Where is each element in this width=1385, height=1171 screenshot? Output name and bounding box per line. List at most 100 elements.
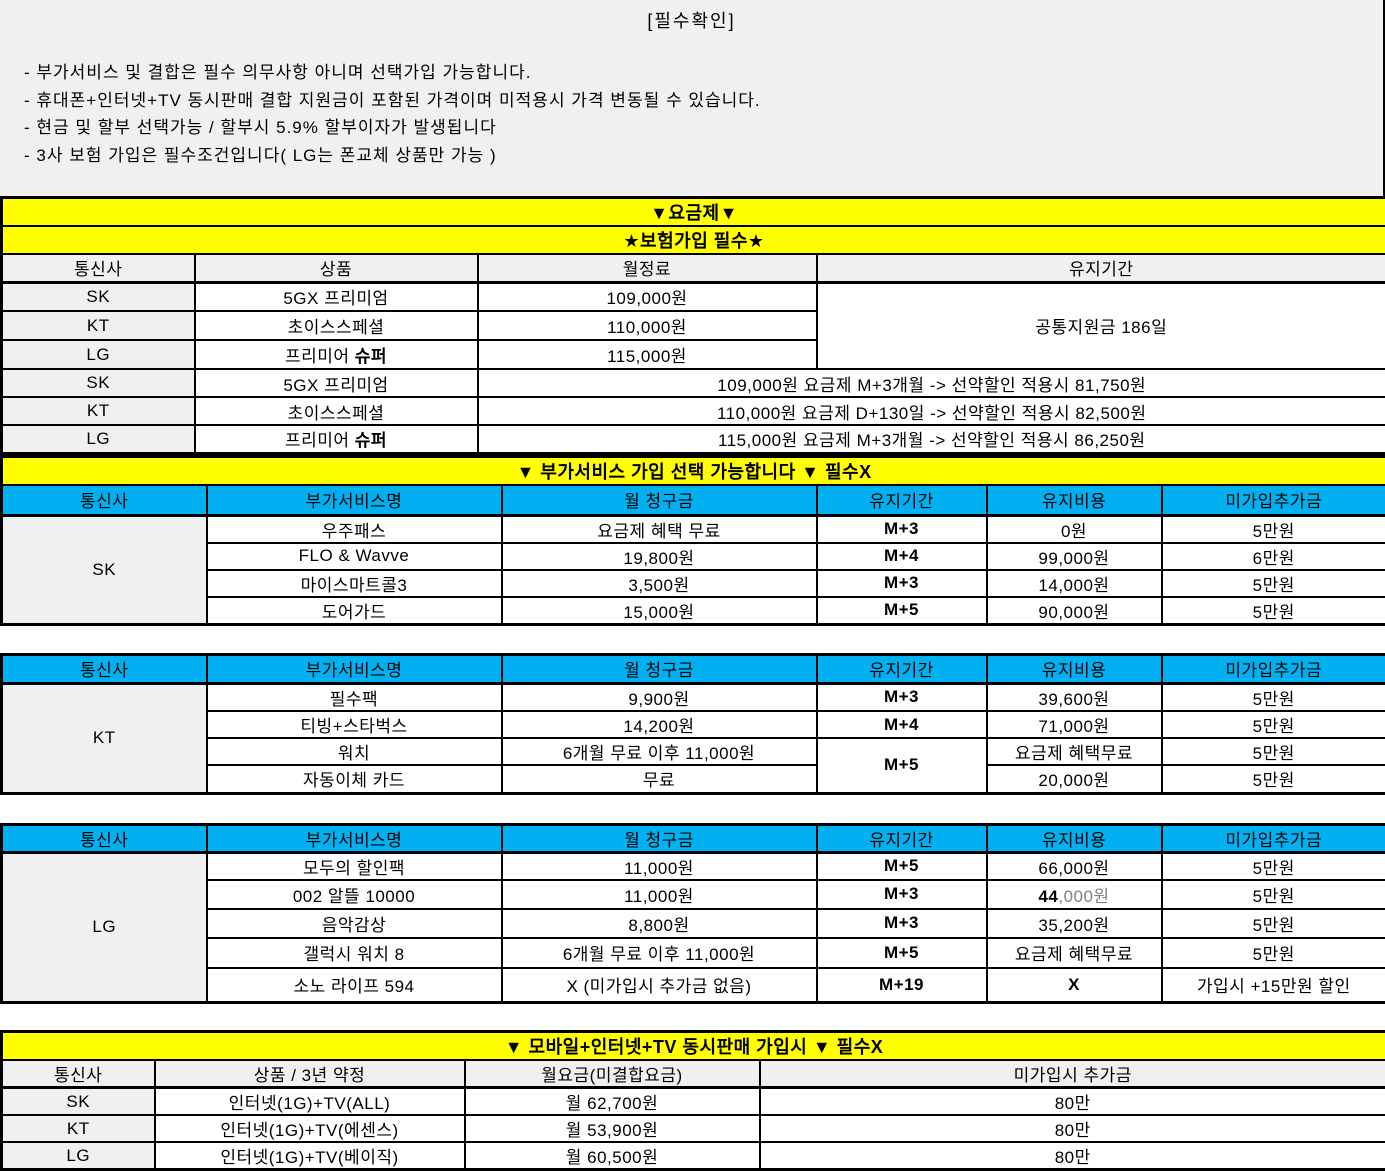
band-insurance: ★보험가입 필수★ [2, 226, 1385, 254]
product-cell: 5GX 프리미엄 [195, 282, 478, 311]
charge-cell: 11,000원 [502, 852, 817, 880]
product-name-bold: 슈퍼 [355, 431, 387, 450]
cost-cell: 20,000원 [987, 765, 1162, 793]
band-insurance-label: ★보험가입 필수★ [2, 226, 1385, 254]
cost-cell: 0원 [987, 515, 1162, 543]
col-header-carrier: 통신사 [2, 254, 195, 282]
col-header-bundle-product: 상품 / 3년 약정 [155, 1060, 465, 1088]
notice-line: - 3사 보험 가입은 필수조건입니다( LG는 폰교체 상품만 가능 ) [24, 142, 1383, 170]
carrier-cell: SK [2, 369, 195, 397]
discount-detail-cell: 109,000원 요금제 M+3개월 -> 선약할인 적용시 81,750원 [478, 369, 1385, 397]
discount-detail-cell: 110,000원 요금제 D+130일 -> 선약할인 적용시 82,500원 [478, 397, 1385, 425]
cost-cell: 66,000원 [987, 852, 1162, 880]
carrier-cell: KT [2, 311, 195, 340]
charge-cell: 19,800원 [502, 543, 817, 570]
penalty-cell: 5만원 [1162, 683, 1385, 711]
carrier-cell: LG [2, 340, 195, 369]
penalty-cell: 가입시 +15만원 할인 [1162, 968, 1385, 1003]
charge-cell: 15,000원 [502, 597, 817, 625]
col-header-retention: 유지기간 [817, 254, 1385, 282]
col-header-keep-period: 유지기간 [817, 485, 987, 515]
penalty-cell: 5만원 [1162, 515, 1385, 543]
fee-cell: 월 62,700원 [465, 1088, 760, 1116]
penalty-cell: 5만원 [1162, 765, 1385, 793]
period-cell: M+3 [817, 683, 987, 711]
cost-cell: 요금제 혜택무료 [987, 738, 1162, 765]
col-header-monthly-charge: 월 청구금 [502, 824, 817, 852]
penalty-cell: 5만원 [1162, 738, 1385, 765]
product-cell: 프리미어 슈퍼 [195, 340, 478, 369]
col-header-penalty: 미가입추가금 [1162, 824, 1385, 852]
product-cell: 인터넷(1G)+TV(베이직) [155, 1142, 465, 1170]
discount-detail-cell: 115,000원 요금제 M+3개월 -> 선약할인 적용시 86,250원 [478, 425, 1385, 453]
addon-name-cell: 마이스마트콜3 [207, 570, 502, 597]
fee-cell: 115,000원 [478, 340, 817, 369]
penalty-cell: 80만 [760, 1142, 1385, 1170]
addon-header-row: 통신사 부가서비스명 월 청구금 유지기간 유지비용 미가입추가금 [2, 824, 1385, 852]
table-row: FLO & Wavve 19,800원 M+4 99,000원 6만원 [2, 543, 1385, 570]
product-cell: 프리미어 슈퍼 [195, 425, 478, 453]
addon-header-row: 통신사 부가서비스명 월 청구금 유지기간 유지비용 미가입추가금 [2, 654, 1385, 683]
col-header-keep-cost: 유지비용 [987, 824, 1162, 852]
addon-name-cell: 티빙+스타벅스 [207, 711, 502, 738]
col-header-keep-period: 유지기간 [817, 654, 987, 683]
penalty-cell: 6만원 [1162, 543, 1385, 570]
charge-cell: 6개월 무료 이후 11,000원 [502, 738, 817, 765]
col-header-addon-name: 부가서비스명 [207, 654, 502, 683]
spacer [0, 1004, 1385, 1030]
cost-cell: X [987, 968, 1162, 1003]
period-cell: M+3 [817, 909, 987, 938]
table-row: SK 5GX 프리미엄 109,000원 공통지원금 186일 [2, 282, 1385, 311]
product-name: 프리미어 [285, 431, 355, 450]
charge-cell: 8,800원 [502, 909, 817, 938]
table-row: SK 우주패스 요금제 혜택 무료 M+3 0원 5만원 [2, 515, 1385, 543]
col-header-penalty: 미가입추가금 [1162, 654, 1385, 683]
carrier-cell: KT [2, 397, 195, 425]
retention-note-cell: 공통지원금 186일 [817, 282, 1385, 369]
table-row: LG 프리미어 슈퍼 115,000원 요금제 M+3개월 -> 선약할인 적용… [2, 425, 1385, 453]
charge-cell: 무료 [502, 765, 817, 793]
charge-cell: 9,900원 [502, 683, 817, 711]
penalty-cell: 80만 [760, 1115, 1385, 1142]
table-row: KT 인터넷(1G)+TV(에센스) 월 53,900원 80만 [2, 1115, 1385, 1142]
carrier-cell: SK [2, 515, 207, 624]
band-plan-label: ▼요금제▼ [2, 198, 1385, 227]
charge-cell: 6개월 무료 이후 11,000원 [502, 938, 817, 968]
fee-cell: 109,000원 [478, 282, 817, 311]
cost-cell: 44,000원 [987, 880, 1162, 909]
band-bundle-label: ▼ 모바일+인터넷+TV 동시판매 가입시 ▼ 필수X [2, 1032, 1385, 1061]
table-row: KT 필수팩 9,900원 M+3 39,600원 5만원 [2, 683, 1385, 711]
table-row: 티빙+스타벅스 14,200원 M+4 71,000원 5만원 [2, 711, 1385, 738]
period-cell: M+3 [817, 570, 987, 597]
cost-rest: ,000원 [1058, 887, 1109, 906]
addon-name-cell: 모두의 할인팩 [207, 852, 502, 880]
addon-name-cell: 도어가드 [207, 597, 502, 625]
penalty-cell: 5만원 [1162, 909, 1385, 938]
col-header-monthly-charge: 월 청구금 [502, 654, 817, 683]
notice-box: [필수확인] - 부가서비스 및 결합은 필수 의무사항 아니며 선택가입 가능… [0, 0, 1385, 196]
spacer [0, 795, 1385, 823]
notice-line: - 현금 및 할부 선택가능 / 할부시 5.9% 할부이자가 발생됩니다 [24, 114, 1383, 142]
col-header-keep-cost: 유지비용 [987, 485, 1162, 515]
product-cell: 인터넷(1G)+TV(ALL) [155, 1088, 465, 1116]
table-row: 갤럭시 워치 8 6개월 무료 이후 11,000원 M+5 요금제 혜택무료 … [2, 938, 1385, 968]
addon-name-cell: 자동이체 카드 [207, 765, 502, 793]
addon-header-row: 통신사 부가서비스명 월 청구금 유지기간 유지비용 미가입추가금 [2, 485, 1385, 515]
band-addon: ▼ 부가서비스 가입 선택 가능합니다 ▼ 필수X [2, 456, 1385, 485]
period-cell: M+5 [817, 938, 987, 968]
addon-name-cell: 002 알뜰 10000 [207, 880, 502, 909]
penalty-cell: 5만원 [1162, 880, 1385, 909]
table-row: SK 5GX 프리미엄 109,000원 요금제 M+3개월 -> 선약할인 적… [2, 369, 1385, 397]
charge-cell: 3,500원 [502, 570, 817, 597]
table-row: LG 모두의 할인팩 11,000원 M+5 66,000원 5만원 [2, 852, 1385, 880]
table-row: 마이스마트콜3 3,500원 M+3 14,000원 5만원 [2, 570, 1385, 597]
addon-name-cell: 갤럭시 워치 8 [207, 938, 502, 968]
addon-table-sk: ▼ 부가서비스 가입 선택 가능합니다 ▼ 필수X 통신사 부가서비스명 월 청… [0, 455, 1385, 626]
col-header-carrier: 통신사 [2, 824, 207, 852]
penalty-cell: 5만원 [1162, 597, 1385, 625]
col-header-keep-cost: 유지비용 [987, 654, 1162, 683]
band-bundle: ▼ 모바일+인터넷+TV 동시판매 가입시 ▼ 필수X [2, 1032, 1385, 1061]
penalty-cell: 80만 [760, 1088, 1385, 1116]
penalty-cell: 5만원 [1162, 852, 1385, 880]
period-cell: M+5 [817, 852, 987, 880]
